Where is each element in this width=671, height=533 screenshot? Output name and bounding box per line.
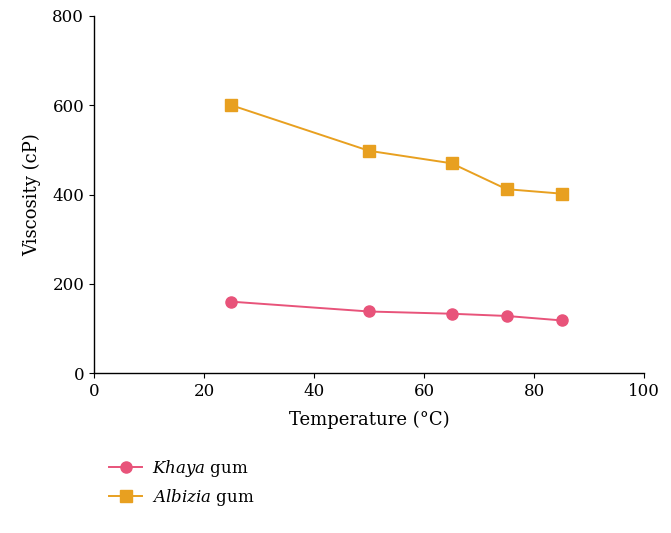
X-axis label: Temperature (°C): Temperature (°C) xyxy=(289,411,450,429)
Legend: $\it{Khaya}$ gum, $\it{Albizia}$ gum: $\it{Khaya}$ gum, $\it{Albizia}$ gum xyxy=(102,451,262,515)
Y-axis label: Viscosity (cP): Viscosity (cP) xyxy=(23,133,41,256)
